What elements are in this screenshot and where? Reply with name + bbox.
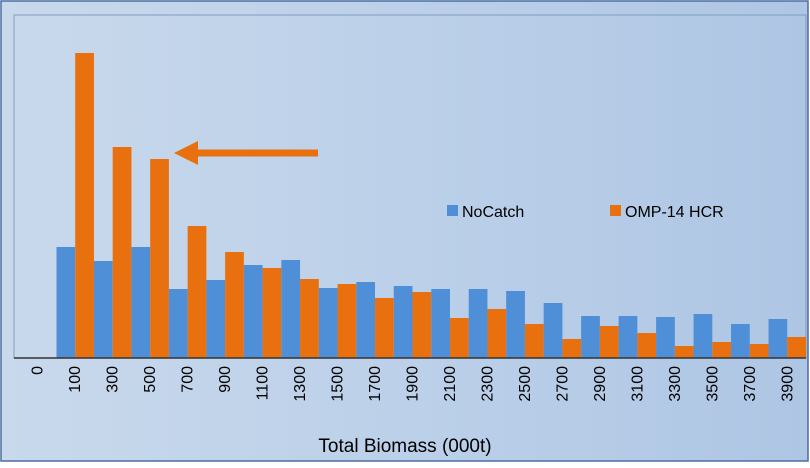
arrow-annotation — [174, 141, 318, 165]
bar — [449, 318, 469, 358]
bar — [356, 282, 376, 358]
bar — [150, 159, 169, 358]
x-tick-label: 1900 — [405, 366, 422, 402]
bar — [524, 324, 544, 358]
bar — [712, 342, 732, 358]
bar — [468, 289, 488, 358]
legend-swatch — [610, 205, 621, 216]
bar — [112, 147, 132, 358]
legend-label: OMP-14 HCR — [625, 204, 724, 221]
x-tick-label: 900 — [217, 366, 234, 393]
bar — [93, 261, 113, 358]
bar — [749, 344, 769, 358]
bar — [693, 314, 713, 358]
x-tick-label: 3300 — [667, 366, 684, 402]
legend-label: NoCatch — [462, 204, 524, 221]
x-tick-label: 100 — [67, 366, 84, 393]
x-tick-label: 3700 — [742, 366, 759, 402]
bar — [243, 265, 263, 358]
bar — [487, 309, 507, 358]
bar — [318, 288, 338, 358]
x-tick-label: 2100 — [442, 366, 459, 402]
x-tick-label: 3500 — [704, 366, 721, 402]
bar — [375, 298, 394, 358]
x-tick-label: 1100 — [255, 366, 272, 401]
x-tick-label: 0 — [30, 366, 47, 375]
x-tick-label: 700 — [180, 366, 197, 393]
bar — [637, 333, 657, 358]
bar — [393, 286, 413, 358]
bar — [262, 268, 282, 358]
x-axis-title: Total Biomass (000t) — [318, 436, 491, 457]
bar — [674, 346, 694, 358]
bar — [768, 319, 788, 358]
bar — [281, 260, 301, 358]
x-tick-label: 3100 — [629, 366, 646, 402]
bar — [225, 252, 244, 358]
bar — [56, 247, 76, 358]
x-tick-label: 1500 — [330, 366, 347, 402]
x-tick-label: 1700 — [367, 366, 384, 402]
x-tick-label: 2700 — [554, 366, 571, 402]
x-tick-label: 300 — [105, 366, 122, 393]
bar — [543, 303, 563, 358]
bar — [206, 280, 226, 358]
x-tick-label: 500 — [142, 366, 159, 393]
bar — [562, 339, 582, 358]
bar — [656, 317, 675, 358]
bar — [581, 316, 600, 358]
bar — [412, 292, 432, 358]
bar — [337, 284, 357, 358]
bar — [131, 247, 151, 358]
x-tick-label: 2300 — [479, 366, 496, 402]
bar — [599, 326, 619, 358]
bar — [187, 226, 207, 358]
bar — [731, 324, 750, 358]
legend-swatch — [447, 205, 458, 216]
bars — [56, 53, 806, 358]
arrow-head — [174, 141, 198, 165]
bar — [506, 291, 525, 358]
x-tick-label: 2500 — [517, 366, 534, 402]
x-tick-label: 3900 — [779, 366, 796, 402]
bar — [75, 53, 94, 358]
x-tick-label: 1300 — [292, 366, 309, 402]
bar — [431, 289, 450, 358]
bar — [618, 316, 638, 358]
x-tick-label: 2900 — [592, 366, 609, 402]
bar — [300, 279, 319, 358]
bar — [787, 337, 806, 358]
bar — [168, 289, 188, 358]
